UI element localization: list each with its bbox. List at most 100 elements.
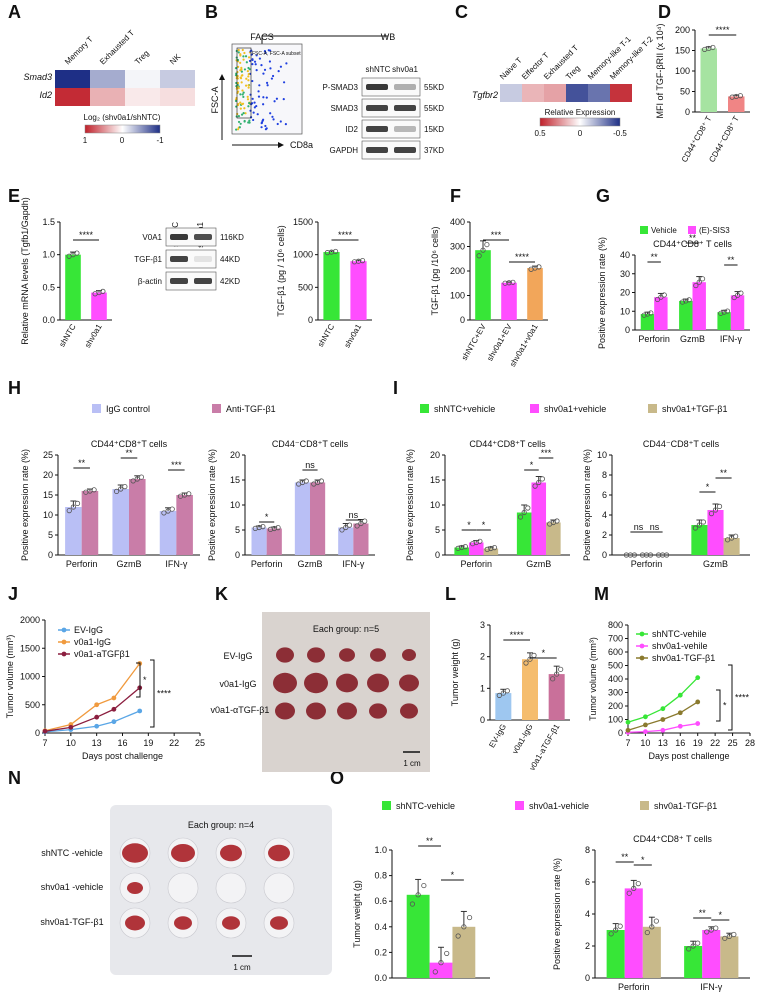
- blot-band-label: TGF-β1: [134, 255, 162, 264]
- y-tick-label: 0: [602, 550, 607, 560]
- facs-event: [235, 115, 238, 118]
- significance-label: **: [699, 908, 707, 918]
- facs-event: [239, 93, 242, 96]
- data-point: [130, 478, 136, 484]
- facs-x-label: CD8a: [290, 140, 313, 150]
- x-tick-label: v0a1-IgG: [510, 723, 534, 756]
- significance-label: *: [706, 482, 710, 492]
- facs-event: [253, 101, 256, 104]
- y-tick-label: 0.4: [374, 922, 387, 932]
- data-point: [169, 506, 175, 512]
- facs-event: [243, 119, 246, 123]
- heatmap-a-col-label: Treg: [133, 49, 151, 67]
- significance-label: **: [720, 468, 728, 478]
- heatmap-a-col-label: Memory T: [63, 35, 95, 67]
- y-tick-label: 20: [230, 450, 240, 460]
- blot-frame: [165, 271, 217, 291]
- legend-swatch: [640, 226, 648, 234]
- data-point: [113, 488, 120, 494]
- blot-size-label: 44KD: [220, 255, 240, 264]
- bar: [310, 482, 326, 555]
- significance-label: *: [719, 910, 723, 920]
- data-point: [517, 514, 524, 520]
- facs-event: [236, 81, 240, 85]
- y-tick-label: 0: [48, 550, 53, 560]
- bar: [548, 674, 565, 720]
- significance-label: ***: [491, 230, 502, 240]
- heatmap-a-cell: [160, 88, 195, 106]
- facs-event: [251, 58, 254, 62]
- legend-label: shv0a1+vehicle: [544, 404, 606, 414]
- y-tick-label: 0: [460, 315, 465, 325]
- y-tick-label: 200: [675, 25, 690, 35]
- facs-event: [272, 118, 275, 121]
- facs-event: [251, 62, 254, 66]
- significance-label: *: [723, 701, 727, 711]
- legend-label: v0a1-aTGFβ1: [74, 649, 130, 659]
- y-tick-label: 700: [608, 634, 623, 644]
- y-tick-label: 0: [618, 728, 623, 738]
- bar: [522, 659, 538, 720]
- facs-event: [265, 81, 269, 84]
- data-point: [718, 310, 724, 316]
- y-tick-label: 0: [435, 550, 440, 560]
- heatmap-a-cell: [90, 70, 125, 88]
- chart-e3: 0 500 1000 1500 TGF-β1 (pg / 10⁶ cells) shNTC…: [276, 217, 372, 349]
- facs-event: [266, 84, 269, 87]
- facs-event: [245, 61, 248, 64]
- facs-event: [258, 57, 262, 60]
- heatmap-c-row-label: Tgfbr2: [472, 90, 498, 100]
- facs-event: [271, 74, 275, 78]
- data-point: [686, 297, 692, 303]
- x-tick-label: 16: [675, 738, 685, 748]
- legend-marker: [639, 631, 645, 637]
- blot-band: [170, 234, 188, 240]
- y-tick-label: 4: [602, 510, 607, 520]
- y-tick-label: 25: [43, 450, 53, 460]
- facs-event: [260, 121, 264, 124]
- series-point: [643, 714, 648, 720]
- data-point: [506, 280, 512, 286]
- y-tick-label: 400: [450, 217, 465, 227]
- data-point: [346, 522, 353, 528]
- tumor: [270, 916, 288, 930]
- data-point: [679, 299, 686, 305]
- y-tick-label: 50: [680, 87, 690, 97]
- data-point: [737, 93, 743, 99]
- heatmap-a-cell: [55, 88, 90, 106]
- y-axis-label: Positive expression rate (%): [405, 449, 415, 561]
- y-tick-label: 1.5: [42, 217, 55, 227]
- significance-label: ****: [79, 230, 94, 240]
- facs-event: [248, 102, 251, 105]
- data-point: [256, 524, 262, 531]
- data-point: [134, 476, 140, 482]
- heatmap-a-row-label: Smad3: [23, 72, 52, 82]
- bar: [338, 527, 354, 555]
- y-tick-label: 10: [430, 500, 440, 510]
- subplot-title: CD44⁺CD8⁺T cells: [469, 439, 546, 449]
- panel-letter-i: I: [393, 378, 398, 398]
- y-tick-label: 5: [48, 530, 53, 540]
- x-tick-label: shv0a1+v0a1: [508, 322, 540, 368]
- x-tick-label: Perforin: [66, 559, 98, 569]
- data-point: [421, 882, 427, 889]
- blot-size-label: 55KD: [424, 104, 444, 113]
- facs-scatter: [234, 48, 288, 131]
- facs-event: [239, 54, 242, 57]
- y-tick-label: 150: [675, 46, 690, 56]
- x-tick-label: EV-IgG: [487, 723, 508, 750]
- data-point: [731, 931, 737, 938]
- x-tick-label: 13: [658, 738, 668, 748]
- facs-event: [262, 103, 265, 106]
- data-point: [695, 940, 701, 946]
- facs-event: [247, 79, 250, 82]
- y-tick-label: 0.2: [374, 947, 387, 957]
- data-point: [165, 508, 171, 514]
- facs-event: [244, 112, 247, 115]
- y-tick-label: 1000: [20, 672, 40, 682]
- data-point: [459, 544, 465, 551]
- blot-band: [394, 126, 416, 132]
- bar: [251, 527, 267, 555]
- heatmap-c-col-label: Treg: [564, 64, 582, 82]
- data-point: [644, 311, 651, 317]
